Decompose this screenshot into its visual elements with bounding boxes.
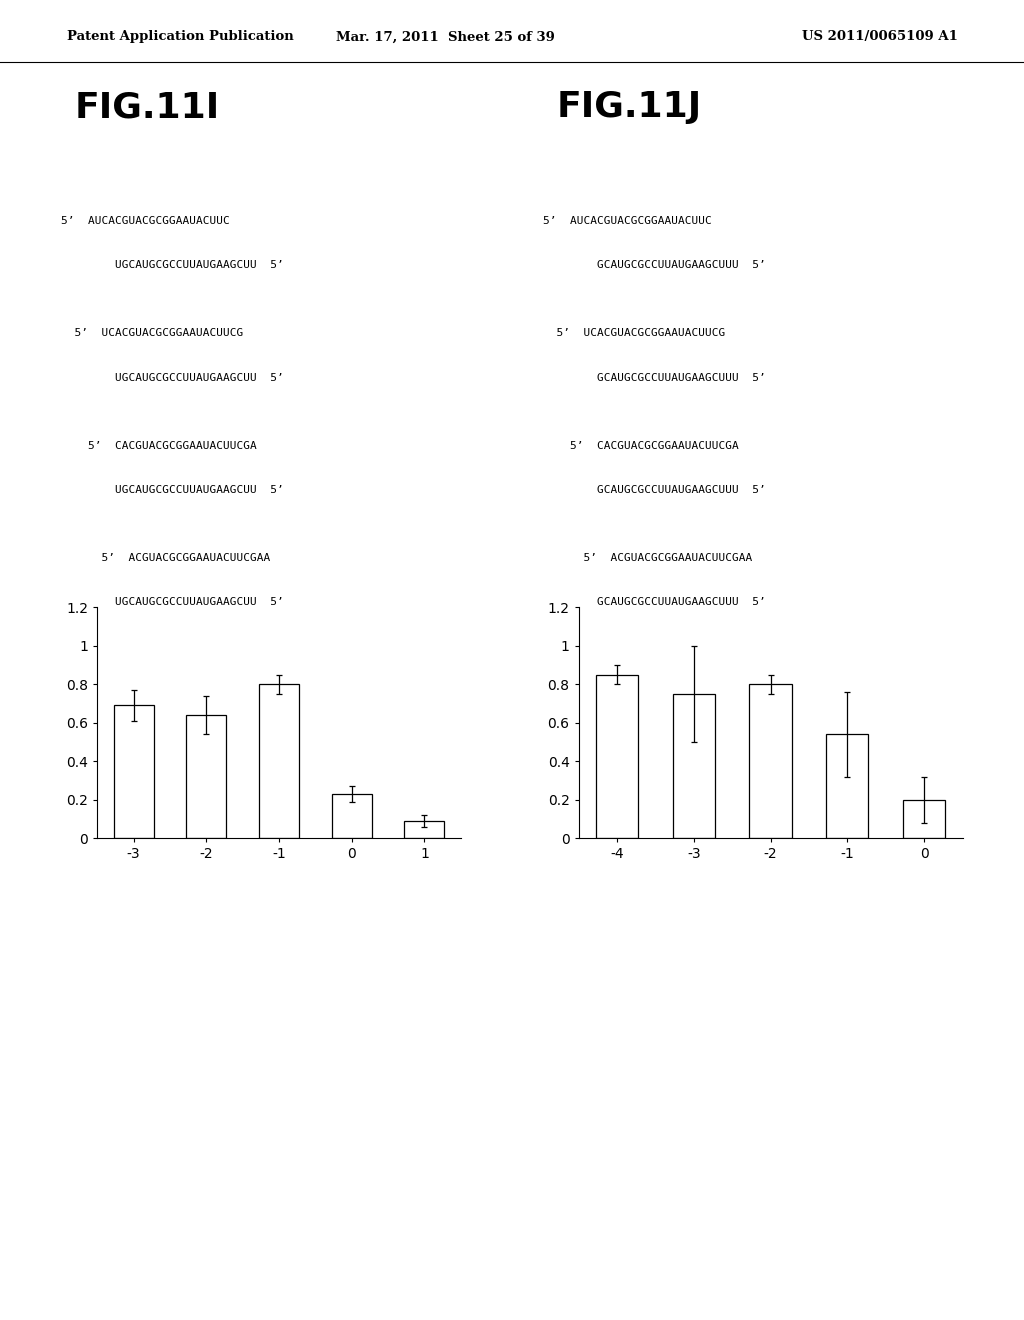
Bar	[673, 694, 715, 838]
Bar	[114, 705, 154, 838]
Text: 5’  ACGUACGCGGAAUACUUCGAA: 5’ ACGUACGCGGAAUACUUCGAA	[61, 553, 270, 564]
Text: GCAUGCGCCUUAUGAAGCUUU  5’: GCAUGCGCCUUAUGAAGCUUU 5’	[543, 372, 766, 383]
Bar	[750, 684, 792, 838]
Text: US 2011/0065109 A1: US 2011/0065109 A1	[802, 30, 957, 44]
Text: 5’  CACGUACGCGGAAUACUUCGA: 5’ CACGUACGCGGAAUACUUCGA	[61, 441, 257, 450]
Bar	[186, 715, 226, 838]
Text: 5’  UCACGUACGCGGAAUACUUCG: 5’ UCACGUACGCGGAAUACUUCG	[543, 329, 725, 338]
Text: GCAUGCGCCUUAUGAAGCUUU  5’: GCAUGCGCCUUAUGAAGCUUU 5’	[543, 484, 766, 495]
Text: 5’  UCACGUACGCGGAAUACUUCG: 5’ UCACGUACGCGGAAUACUUCG	[61, 329, 244, 338]
Text: 5’  CGUACGCGGAAUACUUCGAAA: 5’ CGUACGCGGAAUACUUCGAAA	[61, 665, 285, 676]
Text: FIG.11J: FIG.11J	[556, 90, 701, 124]
Text: UGCAUGCGCCUUAUGAAGCUU  5’: UGCAUGCGCCUUAUGAAGCUU 5’	[61, 484, 285, 495]
Text: 5’  AUCACGUACGCGGAAUACUUC: 5’ AUCACGUACGCGGAAUACUUC	[543, 216, 712, 226]
Text: Patent Application Publication: Patent Application Publication	[67, 30, 293, 44]
Bar	[596, 675, 638, 838]
Text: UGCAUGCGCCUUAUGAAGCUU  5’: UGCAUGCGCCUUAUGAAGCUU 5’	[61, 372, 285, 383]
Bar	[332, 793, 372, 838]
Bar	[259, 684, 299, 838]
Text: UGCAUGCGCCUUAUGAAGCUU  5’: UGCAUGCGCCUUAUGAAGCUU 5’	[61, 710, 285, 719]
Text: GCAUGCGCCUUAUGAAGCUUU  5’: GCAUGCGCCUUAUGAAGCUUU 5’	[543, 598, 766, 607]
Text: 5’  ACGUACGCGGAAUACUUCGAA: 5’ ACGUACGCGGAAUACUUCGAA	[543, 553, 752, 564]
Bar	[826, 734, 868, 838]
Text: GCAUGCG  CCUUAUGAAGCUU  5’: GCAUGCG CCUUAUGAAGCUU 5’	[543, 710, 772, 719]
Text: 5’  CGUACGCGGAAUACUUCGAAA: 5’ CGUACGCGGAAUACUUCGAAA	[543, 665, 766, 676]
Bar	[404, 821, 444, 838]
Bar	[903, 800, 945, 838]
Text: 5’  AUCACGUACGCGGAAUACUUC: 5’ AUCACGUACGCGGAAUACUUC	[61, 216, 230, 226]
Text: GCAUGCGCCUUAUGAAGCUUU  5’: GCAUGCGCCUUAUGAAGCUUU 5’	[543, 260, 766, 271]
Text: UGCAUGCGCCUUAUGAAGCUU  5’: UGCAUGCGCCUUAUGAAGCUU 5’	[61, 598, 285, 607]
Text: Mar. 17, 2011  Sheet 25 of 39: Mar. 17, 2011 Sheet 25 of 39	[336, 30, 555, 44]
Text: UGCAUGCGCCUUAUGAAGCUU  5’: UGCAUGCGCCUUAUGAAGCUU 5’	[61, 260, 285, 271]
Text: 5’  CACGUACGCGGAAUACUUCGA: 5’ CACGUACGCGGAAUACUUCGA	[543, 441, 738, 450]
Text: FIG.11I: FIG.11I	[75, 90, 219, 124]
